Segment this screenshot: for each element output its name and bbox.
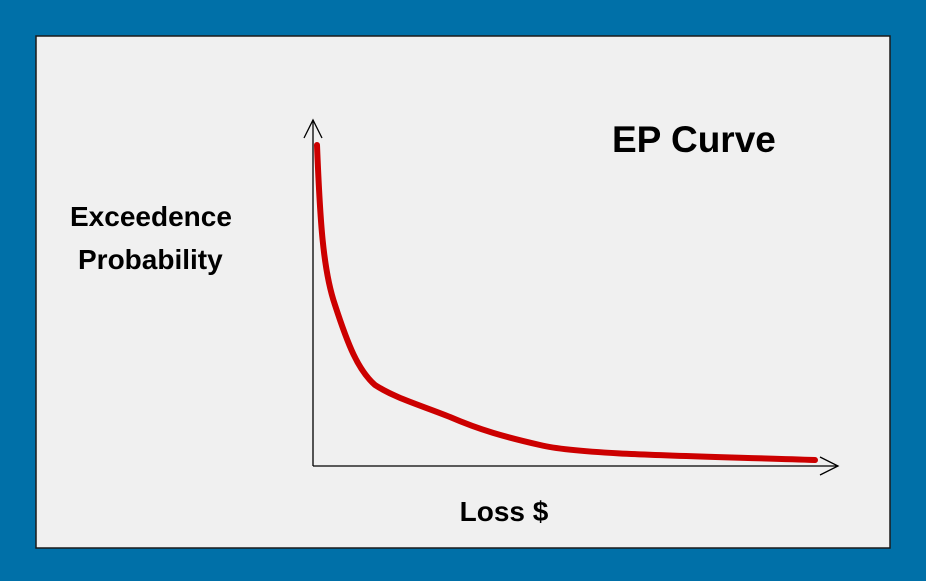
title: EP Curve xyxy=(612,119,776,160)
x-axis-label: Loss $ xyxy=(460,496,549,527)
panel xyxy=(35,35,891,549)
y-axis-label: Exceedence xyxy=(70,201,232,232)
y-axis-arrow xyxy=(303,118,323,139)
y-axis-label: Probability xyxy=(78,244,223,275)
ep-curve xyxy=(314,142,818,463)
x-axis-arrow xyxy=(819,456,840,476)
